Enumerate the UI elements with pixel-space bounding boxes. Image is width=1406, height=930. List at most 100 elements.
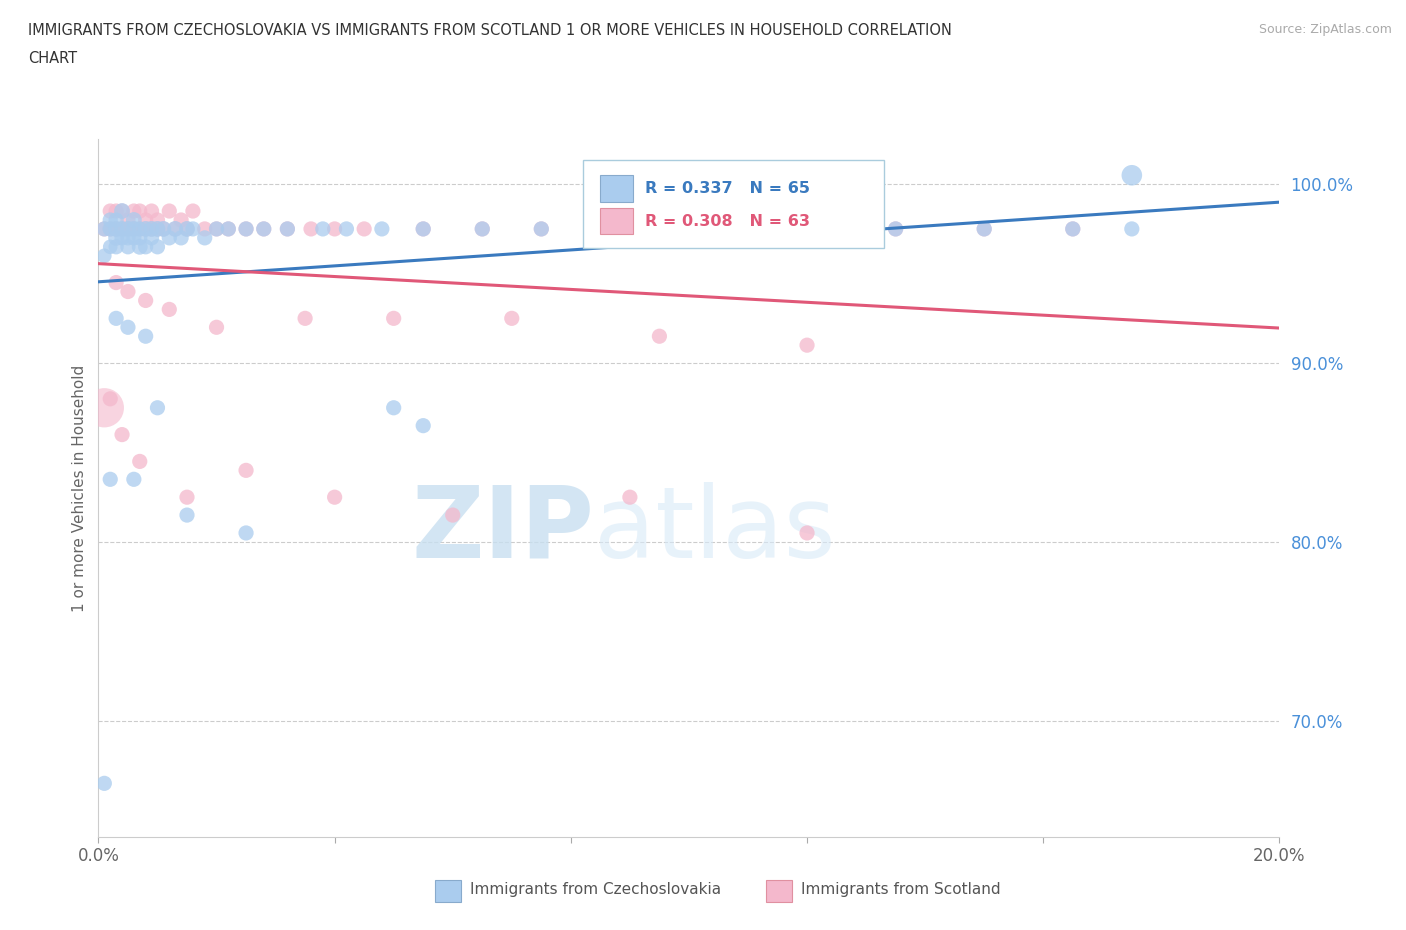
- Point: [371, 221, 394, 236]
- Point: [501, 311, 523, 325]
- Point: [135, 221, 157, 236]
- Point: [152, 221, 174, 236]
- Point: [589, 221, 612, 236]
- Point: [152, 221, 174, 236]
- Point: [194, 221, 217, 236]
- Point: [382, 311, 405, 325]
- Point: [412, 221, 434, 236]
- Point: [205, 221, 228, 236]
- Point: [217, 221, 239, 236]
- Point: [135, 221, 157, 236]
- Point: [589, 221, 612, 236]
- Point: [973, 221, 995, 236]
- Point: [122, 472, 145, 486]
- Point: [128, 454, 150, 469]
- Point: [122, 221, 145, 236]
- Point: [146, 221, 169, 236]
- Point: [165, 221, 187, 236]
- Point: [235, 463, 257, 478]
- Point: [165, 221, 187, 236]
- Point: [194, 231, 217, 246]
- Point: [648, 221, 671, 236]
- Point: [122, 231, 145, 246]
- Point: [141, 204, 163, 219]
- Point: [117, 284, 139, 299]
- Point: [170, 213, 193, 228]
- Point: [146, 400, 169, 415]
- Point: [157, 231, 180, 246]
- Point: [1062, 221, 1084, 236]
- Point: [93, 221, 115, 236]
- Point: [141, 231, 163, 246]
- Point: [146, 221, 169, 236]
- Point: [141, 221, 163, 236]
- Point: [135, 213, 157, 228]
- Point: [619, 490, 641, 505]
- Point: [128, 239, 150, 254]
- Point: [122, 221, 145, 236]
- Point: [205, 320, 228, 335]
- Point: [93, 400, 115, 415]
- Point: [1121, 167, 1143, 182]
- Point: [146, 213, 169, 228]
- Point: [111, 204, 134, 219]
- Point: [176, 508, 198, 523]
- Point: [117, 239, 139, 254]
- Point: [181, 221, 204, 236]
- Point: [181, 204, 204, 219]
- Point: [796, 525, 818, 540]
- FancyBboxPatch shape: [600, 208, 634, 234]
- Point: [253, 221, 276, 236]
- Point: [412, 418, 434, 433]
- Point: [122, 213, 145, 228]
- FancyBboxPatch shape: [766, 880, 792, 902]
- Point: [973, 221, 995, 236]
- Text: R = 0.337   N = 65: R = 0.337 N = 65: [645, 180, 810, 196]
- Point: [117, 221, 139, 236]
- Point: [648, 221, 671, 236]
- Point: [796, 338, 818, 352]
- Point: [128, 221, 150, 236]
- Point: [98, 239, 121, 254]
- Point: [111, 427, 134, 442]
- Point: [312, 221, 335, 236]
- Text: Immigrants from Czechoslovakia: Immigrants from Czechoslovakia: [471, 882, 721, 897]
- Point: [276, 221, 298, 236]
- Point: [105, 231, 128, 246]
- Point: [111, 231, 134, 246]
- Point: [471, 221, 494, 236]
- Y-axis label: 1 or more Vehicles in Household: 1 or more Vehicles in Household: [72, 365, 87, 612]
- Point: [128, 204, 150, 219]
- Point: [471, 221, 494, 236]
- Point: [128, 221, 150, 236]
- Point: [141, 221, 163, 236]
- Point: [253, 221, 276, 236]
- Point: [105, 213, 128, 228]
- Point: [176, 221, 198, 236]
- Point: [98, 204, 121, 219]
- Point: [276, 221, 298, 236]
- Text: R = 0.308   N = 63: R = 0.308 N = 63: [645, 214, 810, 229]
- Point: [98, 221, 121, 236]
- Point: [93, 221, 115, 236]
- Point: [707, 221, 730, 236]
- Point: [294, 311, 316, 325]
- Point: [135, 329, 157, 344]
- Text: ZIP: ZIP: [412, 482, 595, 578]
- FancyBboxPatch shape: [582, 161, 884, 247]
- Point: [117, 231, 139, 246]
- Text: Source: ZipAtlas.com: Source: ZipAtlas.com: [1258, 23, 1392, 36]
- Point: [205, 221, 228, 236]
- Point: [884, 221, 907, 236]
- Point: [98, 213, 121, 228]
- Point: [648, 329, 671, 344]
- Point: [135, 293, 157, 308]
- Point: [796, 221, 818, 236]
- Point: [111, 204, 134, 219]
- Point: [884, 221, 907, 236]
- Point: [146, 239, 169, 254]
- Point: [1062, 221, 1084, 236]
- Point: [117, 213, 139, 228]
- Text: CHART: CHART: [28, 51, 77, 66]
- Point: [235, 525, 257, 540]
